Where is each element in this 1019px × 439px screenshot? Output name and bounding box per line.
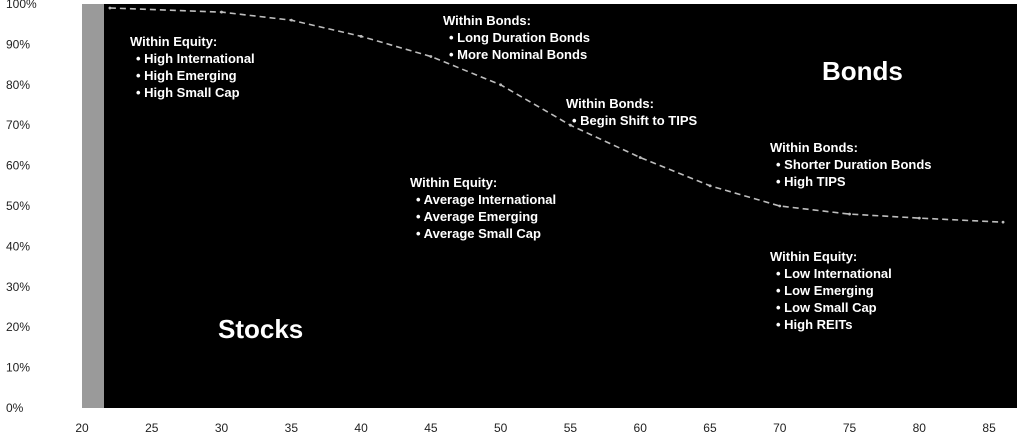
annotation-title: Within Equity: — [130, 34, 217, 49]
series-point — [289, 18, 293, 22]
annotation-title: Within Bonds: — [443, 13, 531, 28]
series-points — [108, 6, 1005, 224]
annotation-item: • High International — [136, 51, 255, 66]
y-tick-label: 70% — [6, 118, 30, 132]
annotation-item: • High Small Cap — [136, 85, 240, 100]
y-tick-label: 10% — [6, 361, 30, 375]
annotation-item: • Average Small Cap — [416, 226, 541, 241]
y-tick-label: 40% — [6, 239, 30, 253]
x-tick-label: 30 — [215, 421, 229, 435]
y-tick-label: 100% — [6, 0, 37, 11]
series-point — [499, 83, 503, 87]
x-tick-label: 65 — [703, 421, 717, 435]
annotation-block: Within Equity: • High International • High… — [130, 34, 255, 100]
series-point — [108, 6, 112, 10]
annotation-block: Within Equity: • Low International • Low E… — [770, 249, 892, 332]
y-tick-label: 20% — [6, 320, 30, 334]
left-speckle-band — [82, 4, 104, 408]
annotations: Within Equity: • High International • High… — [130, 13, 932, 332]
x-tick-label: 75 — [843, 421, 857, 435]
series-point — [429, 55, 433, 58]
annotation-title: Within Bonds: — [566, 96, 654, 111]
y-tick-label: 60% — [6, 159, 30, 173]
annotation-item: • Begin Shift to TIPS — [572, 113, 697, 128]
series-point — [848, 212, 851, 216]
annotation-title: Within Equity: — [410, 175, 497, 190]
region-label-bonds: Bonds — [822, 56, 903, 86]
x-tick-label: 40 — [354, 421, 368, 435]
y-tick-label: 50% — [6, 199, 30, 213]
annotation-item: • High REITs — [776, 317, 853, 332]
x-tick-label: 20 — [75, 421, 89, 435]
x-tick-label: 45 — [424, 421, 438, 435]
annotation-item: • Low International — [776, 266, 892, 281]
x-tick-label: 50 — [494, 421, 508, 435]
annotation-item: • High Emerging — [136, 68, 237, 83]
annotation-block: Within Bonds: • Begin Shift to TIPS — [566, 96, 697, 128]
plot-background — [82, 4, 1017, 408]
y-tick-label: 80% — [6, 78, 30, 92]
x-axis-ticks: 20 25 30 35 40 45 50 55 60 65 70 75 80 85 — [75, 421, 996, 435]
x-tick-label: 85 — [982, 421, 996, 435]
y-axis-ticks: 0% 10% 20% 30% 40% 50% 60% 70% 80% 90% 100% — [6, 0, 37, 415]
x-tick-label: 25 — [145, 421, 159, 435]
annotation-item: • Shorter Duration Bonds — [776, 157, 932, 172]
series-point — [708, 184, 712, 188]
annotation-block: Within Bonds: • Shorter Duration Bonds • H… — [770, 140, 932, 189]
annotation-item: • Average International — [416, 192, 556, 207]
series-point — [1001, 220, 1005, 224]
series-point — [359, 34, 363, 38]
annotation-item: • Average Emerging — [416, 209, 538, 224]
x-tick-label: 55 — [564, 421, 578, 435]
region-label-stocks: Stocks — [218, 314, 303, 344]
series-point — [917, 216, 921, 220]
annotation-block: Within Bonds: • Long Duration Bonds • More… — [443, 13, 590, 62]
series-point — [638, 156, 642, 159]
x-tick-label: 60 — [634, 421, 648, 435]
annotation-block: Within Equity: • Average International • A… — [410, 175, 556, 241]
annotation-item: • Low Emerging — [776, 283, 874, 298]
annotation-item: • High TIPS — [776, 174, 846, 189]
annotation-item: • Long Duration Bonds — [449, 30, 590, 45]
x-tick-label: 80 — [913, 421, 927, 435]
y-tick-label: 0% — [6, 401, 24, 415]
series-point — [569, 123, 572, 127]
x-tick-label: 35 — [285, 421, 299, 435]
annotation-item: • More Nominal Bonds — [449, 47, 587, 62]
series-point — [220, 10, 223, 14]
annotation-title: Within Equity: — [770, 249, 857, 264]
series-point — [778, 204, 782, 208]
annotation-title: Within Bonds: — [770, 140, 858, 155]
y-tick-label: 30% — [6, 280, 30, 294]
y-tick-label: 90% — [6, 37, 30, 51]
x-tick-label: 70 — [773, 421, 787, 435]
annotation-item: • Low Small Cap — [776, 300, 877, 315]
